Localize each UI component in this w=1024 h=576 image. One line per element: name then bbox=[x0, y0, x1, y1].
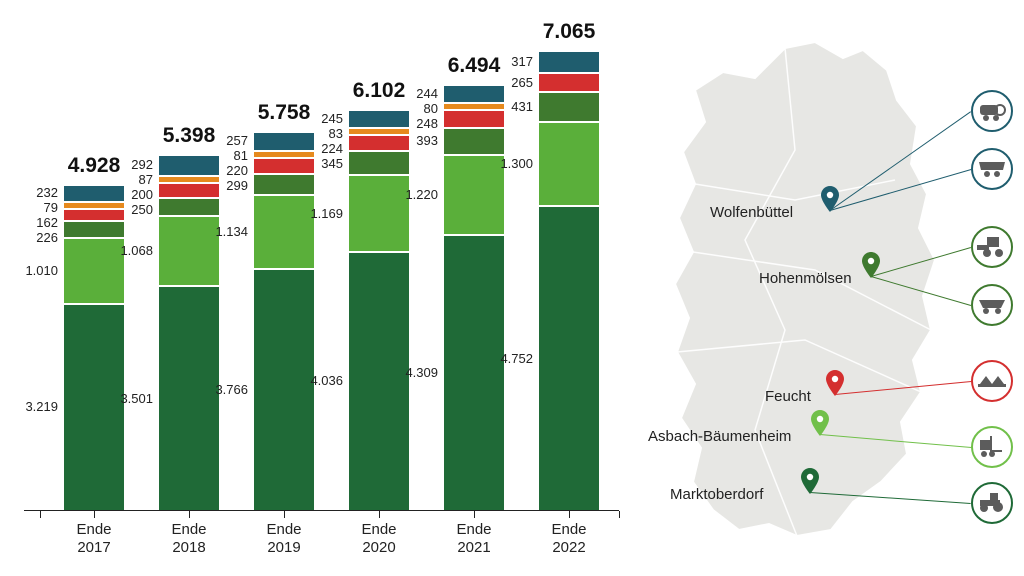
x-axis-label: Ende2019 bbox=[239, 521, 329, 559]
bar-segment bbox=[159, 199, 219, 215]
segment-value-label: 80 bbox=[390, 101, 438, 116]
bar-segment bbox=[159, 287, 219, 510]
map-silhouette bbox=[635, 30, 955, 550]
xlabel-bot: 2021 bbox=[429, 539, 519, 558]
segment-value-label: 87 bbox=[105, 172, 153, 187]
location-label: Wolfenbüttel bbox=[710, 204, 793, 221]
bar-segment bbox=[444, 129, 504, 154]
harvester-icon bbox=[971, 226, 1013, 268]
xlabel-bot: 2018 bbox=[144, 539, 234, 558]
segment-value-label: 250 bbox=[105, 202, 153, 217]
location-label: Feucht bbox=[765, 388, 811, 405]
xlabel-bot: 2019 bbox=[239, 539, 329, 558]
segment-value-label: 3.766 bbox=[200, 382, 248, 397]
segment-value-label: 292 bbox=[105, 157, 153, 172]
bar-segment bbox=[444, 236, 504, 510]
implement-icon bbox=[971, 360, 1013, 402]
germany-map: Wolfenbüttel Hohenmölsen Feucht Asbach-Bäum… bbox=[635, 30, 1015, 550]
segment-value-label: 1.068 bbox=[105, 243, 153, 258]
bar-segment bbox=[254, 175, 314, 194]
stacked-bar-chart: 4.928232791622261.0103.2195.398292872002… bbox=[24, 10, 624, 566]
segment-value-label: 81 bbox=[200, 148, 248, 163]
bar-segment bbox=[539, 123, 599, 206]
segment-value-label: 248 bbox=[390, 116, 438, 131]
map-pin bbox=[801, 468, 819, 499]
bar-total-label: 7.065 bbox=[509, 20, 629, 44]
segment-value-label: 220 bbox=[200, 163, 248, 178]
bar-segment bbox=[539, 74, 599, 91]
bar-segment bbox=[349, 152, 409, 174]
x-axis-label: Ende2018 bbox=[144, 521, 234, 559]
x-axis bbox=[24, 510, 619, 511]
segment-value-label: 317 bbox=[485, 54, 533, 69]
segment-value-label: 4.752 bbox=[485, 351, 533, 366]
bar-segment bbox=[539, 207, 599, 510]
segment-value-label: 431 bbox=[485, 99, 533, 114]
location-label: Marktoberdorf bbox=[670, 486, 763, 503]
spreader-icon bbox=[971, 284, 1013, 326]
xlabel-top: Ende bbox=[429, 521, 519, 540]
segment-value-label: 232 bbox=[10, 185, 58, 200]
segment-value-label: 3.219 bbox=[10, 399, 58, 414]
x-axis-label: Ende2021 bbox=[429, 521, 519, 559]
forklift-icon bbox=[971, 426, 1013, 468]
segment-value-label: 200 bbox=[105, 187, 153, 202]
location-label: Asbach-Bäumenheim bbox=[648, 428, 791, 445]
segment-value-label: 1.169 bbox=[295, 206, 343, 221]
segment-value-label: 3.501 bbox=[105, 391, 153, 406]
segment-value-label: 162 bbox=[10, 215, 58, 230]
bar-segment bbox=[539, 52, 599, 72]
segment-value-label: 79 bbox=[10, 200, 58, 215]
x-axis-label: Ende2022 bbox=[524, 521, 614, 559]
xlabel-bot: 2022 bbox=[524, 539, 614, 558]
xlabel-bot: 2020 bbox=[334, 539, 424, 558]
map-pin bbox=[862, 252, 880, 283]
segment-value-label: 244 bbox=[390, 86, 438, 101]
xlabel-bot: 2017 bbox=[49, 539, 139, 558]
segment-value-label: 257 bbox=[200, 133, 248, 148]
xlabel-top: Ende bbox=[524, 521, 614, 540]
segment-value-label: 4.036 bbox=[295, 373, 343, 388]
bar-segment bbox=[539, 93, 599, 120]
segment-value-label: 226 bbox=[10, 230, 58, 245]
segment-value-label: 83 bbox=[295, 126, 343, 141]
xlabel-top: Ende bbox=[334, 521, 424, 540]
segment-value-label: 1.300 bbox=[485, 156, 533, 171]
map-pin bbox=[826, 370, 844, 401]
segment-value-label: 299 bbox=[200, 178, 248, 193]
segment-value-label: 1.010 bbox=[10, 263, 58, 278]
segment-value-label: 224 bbox=[295, 141, 343, 156]
x-axis-label: Ende2017 bbox=[49, 521, 139, 559]
xlabel-top: Ende bbox=[144, 521, 234, 540]
segment-value-label: 345 bbox=[295, 156, 343, 171]
bar-segment bbox=[64, 222, 124, 236]
bar-segment bbox=[64, 305, 124, 510]
map-pin bbox=[821, 186, 839, 217]
tractor-icon bbox=[971, 482, 1013, 524]
segment-value-label: 245 bbox=[295, 111, 343, 126]
bar-segment bbox=[349, 253, 409, 510]
map-pin bbox=[811, 410, 829, 441]
segment-value-label: 393 bbox=[390, 133, 438, 148]
xlabel-top: Ende bbox=[239, 521, 329, 540]
segment-value-label: 265 bbox=[485, 75, 533, 90]
xlabel-top: Ende bbox=[49, 521, 139, 540]
segment-value-label: 1.220 bbox=[390, 187, 438, 202]
bar-segment bbox=[254, 270, 314, 510]
segment-value-label: 4.309 bbox=[390, 365, 438, 380]
segment-value-label: 1.134 bbox=[200, 224, 248, 239]
location-label: Hohenmölsen bbox=[759, 270, 852, 287]
trailer-icon bbox=[971, 148, 1013, 190]
baler-icon bbox=[971, 90, 1013, 132]
x-axis-label: Ende2020 bbox=[334, 521, 424, 559]
